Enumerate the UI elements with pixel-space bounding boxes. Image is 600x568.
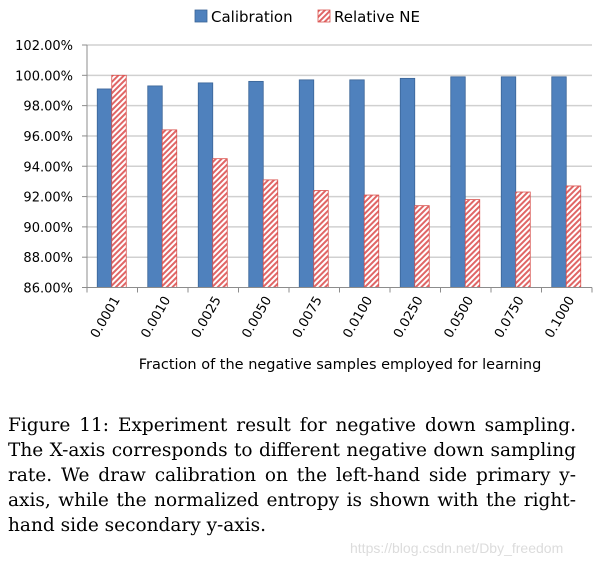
bar-calibration (349, 79, 365, 288)
bar-relative-ne (565, 185, 582, 288)
legend-label-calibration: Calibration (211, 8, 293, 26)
bar-calibration (298, 79, 315, 288)
bar-calibration (248, 80, 264, 288)
legend-label-relative-ne: Relative NE (334, 8, 420, 26)
y-tick-label: 86.00% (23, 282, 73, 297)
x-tick-label: 0.0750 (492, 294, 528, 341)
x-axis-label: Fraction of the negative samples employe… (139, 357, 542, 373)
figure-caption: Figure 11: Experiment result for negativ… (8, 415, 576, 536)
x-tick-label: 0.0500 (441, 294, 477, 341)
bar-calibration (399, 77, 416, 288)
bar-relative-ne (414, 205, 430, 288)
bar-relative-ne (161, 129, 178, 288)
x-tick-label: 0.0010 (138, 294, 174, 341)
bar-relative-ne (262, 179, 279, 288)
legend: Calibration Relative NE (194, 8, 420, 26)
watermark: https://blog.csdn.net/Dby_freedom (350, 540, 564, 556)
bar-calibration (450, 76, 466, 288)
y-tick-label: 96.00% (23, 130, 73, 145)
bars (96, 74, 582, 288)
legend-swatch-calibration (194, 9, 208, 23)
bar-relative-ne (515, 191, 531, 288)
y-tick-label: 102.00% (15, 39, 73, 54)
y-tick-label: 100.00% (15, 69, 73, 84)
y-axis: 86.00% 88.00% 90.00% 92.00% 94.00% 96.00% 98.0… (15, 39, 88, 297)
y-tick-label: 94.00% (23, 160, 73, 175)
bar-calibration (147, 85, 163, 288)
x-tick-label: 0.0001 (88, 294, 124, 341)
x-tick-label: 0.0075 (290, 294, 326, 341)
x-tick-label: 0.0025 (189, 294, 225, 341)
bar-relative-ne (464, 199, 481, 288)
chart: Calibration Relative NE 86.00% 88.00% 90.0… (15, 8, 593, 373)
bar-relative-ne (212, 158, 228, 288)
legend-swatch-relative-ne (317, 9, 331, 23)
y-tick-label: 98.00% (23, 100, 73, 115)
bar-calibration (96, 88, 113, 288)
x-axis: 0.0001 0.0010 0.0025 0.0050 0.0075 0.0100 0.02… (86, 287, 593, 341)
bar-calibration (197, 82, 214, 288)
x-tick-label: 0.0100 (340, 294, 376, 341)
y-tick-label: 92.00% (23, 191, 73, 206)
bar-relative-ne (111, 74, 127, 288)
bar-relative-ne (313, 190, 329, 288)
bar-calibration (500, 76, 517, 288)
y-tick-label: 90.00% (23, 221, 73, 236)
x-tick-label: 0.0250 (391, 294, 427, 341)
x-tick-label: 0.1000 (542, 294, 578, 341)
bar-calibration (551, 76, 567, 288)
bar-relative-ne (363, 194, 380, 288)
x-tick-label: 0.0050 (239, 294, 275, 341)
y-tick-label: 88.00% (23, 251, 73, 266)
